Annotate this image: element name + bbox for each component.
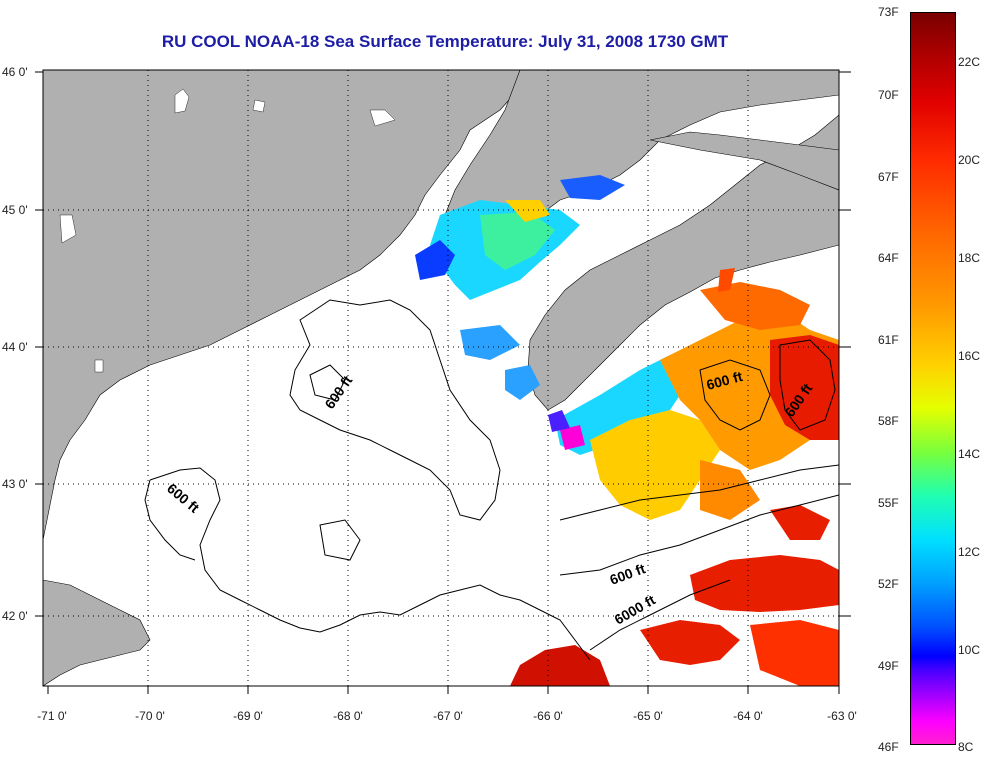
x-tick-label-3: -69 0': [233, 709, 263, 723]
x-tick-label-2: -70 0': [135, 709, 165, 723]
y-tick-label-3: 44 0': [2, 340, 28, 354]
colorbar-c-6: 12C: [958, 545, 981, 559]
y-tick-label-1: 46 0': [2, 65, 28, 79]
land-new-brunswick: [444, 70, 839, 246]
sst-scotian-shelf: [548, 268, 839, 520]
colorbar-f-6: 58F: [878, 414, 899, 428]
colorbar-c-5: 14C: [958, 447, 981, 461]
sst-fundy-patch: [415, 175, 625, 400]
x-tick-label-5: -67 0': [433, 709, 463, 723]
y-tick-label-4: 43 0': [2, 477, 28, 491]
colorbar-c-7: 10C: [958, 643, 981, 657]
colorbar-f-4: 64F: [878, 251, 899, 265]
colorbar-f-8: 52F: [878, 577, 899, 591]
x-tick-label-1: -71 0': [37, 709, 67, 723]
colorbar-f-9: 49F: [878, 659, 899, 673]
y-tick-label-5: 42 0': [2, 609, 28, 623]
x-tick-label-6: -66 0': [533, 709, 563, 723]
land-islands: [59, 88, 396, 373]
x-tick-label-7: -65 0': [633, 709, 663, 723]
colorbar-c-3: 18C: [958, 251, 981, 265]
sst-gulf-stream: [510, 505, 839, 686]
x-tick-label-9: -63 0': [827, 709, 857, 723]
x-tick-label-8: -64 0': [733, 709, 763, 723]
map-title: RU COOL NOAA-18 Sea Surface Temperature:…: [161, 32, 729, 51]
colorbar-f-10: 46F: [878, 740, 899, 754]
temperature-colorbar: [910, 12, 956, 745]
colorbar-f-2: 70F: [878, 88, 899, 102]
colorbar-c-4: 16C: [958, 349, 981, 363]
x-tick-label-4: -68 0': [333, 709, 363, 723]
y-tick-label-2: 45 0': [2, 203, 28, 217]
colorbar-c-8: 8C: [958, 740, 974, 754]
land-cape-cod: [43, 579, 151, 686]
colorbar-f-7: 55F: [878, 496, 899, 510]
land-pei-shore: [649, 131, 839, 191]
colorbar-f-5: 61F: [878, 333, 899, 347]
colorbar-c-2: 20C: [958, 153, 981, 167]
tick-marks: [35, 71, 851, 694]
land-maine-coast: [43, 70, 521, 541]
colorbar-f-3: 67F: [878, 170, 899, 184]
bathymetry-contours: [144, 299, 839, 661]
colorbar-c-1: 22C: [958, 55, 981, 69]
colorbar-f-1: 73F: [878, 5, 899, 19]
